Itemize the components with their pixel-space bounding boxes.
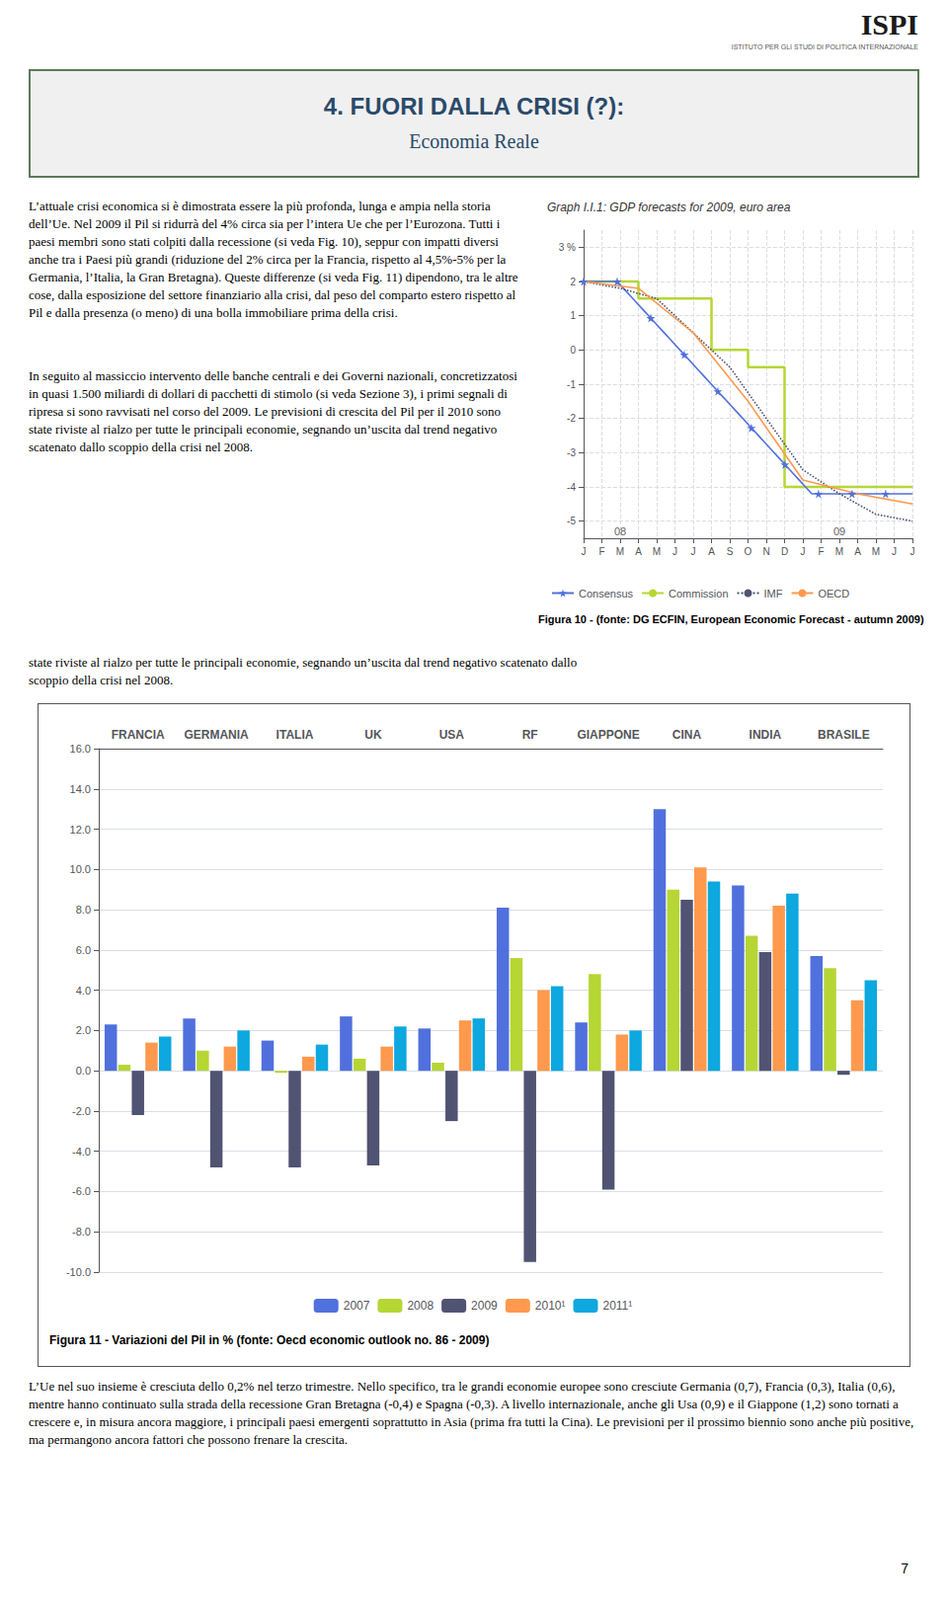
html-text:ISPI: ISPI (860, 7, 919, 41)
svg-text:8.0: 8.0 (76, 903, 91, 916)
svg-text:F: F (598, 546, 605, 557)
svg-text:A: A (634, 546, 642, 557)
svg-text:-10.0: -10.0 (66, 1265, 91, 1278)
svg-text:-6.0: -6.0 (72, 1185, 91, 1197)
svg-text:-8.0: -8.0 (72, 1225, 91, 1238)
html-text:In seguito al massiccio interv: In seguito al massiccio intervento delle… (28, 368, 518, 455)
svg-text:Graph I.I.1: GDP forecasts for: Graph I.I.1: GDP forecasts for 2009, eur… (547, 200, 791, 215)
svg-text:UK: UK (364, 727, 383, 742)
svg-text:2010¹: 2010¹ (535, 1298, 566, 1313)
svg-text:A: A (854, 546, 862, 557)
svg-text:GERMANIA: GERMANIA (183, 727, 249, 742)
svg-text:J: J (691, 546, 697, 557)
svg-text:F: F (817, 546, 824, 557)
svg-text:-3: -3 (566, 447, 576, 459)
svg-text:-1: -1 (566, 379, 576, 391)
svg-text:ITALIA: ITALIA (276, 727, 315, 742)
svg-text:Commission: Commission (668, 587, 729, 600)
svg-text:D: D (781, 546, 789, 557)
svg-text:-4: -4 (566, 481, 576, 493)
svg-text:J: J (800, 546, 806, 557)
svg-text:2008: 2008 (406, 1298, 434, 1313)
svg-text:RF: RF (522, 727, 539, 742)
svg-text:-4.0: -4.0 (72, 1145, 91, 1158)
svg-text:-2.0: -2.0 (72, 1105, 91, 1117)
svg-text:N: N (762, 546, 770, 557)
svg-text:O: O (744, 546, 753, 557)
svg-text:10.0: 10.0 (70, 863, 91, 875)
svg-text:M: M (652, 546, 661, 557)
svg-text:-5: -5 (566, 515, 576, 527)
svg-text:A: A (708, 546, 715, 557)
svg-text:3 %: 3 % (558, 241, 576, 253)
svg-text:0.0: 0.0 (76, 1064, 91, 1077)
svg-text:BRASILE: BRASILE (817, 727, 870, 742)
svg-text:M: M (616, 546, 625, 557)
svg-text:2011¹: 2011¹ (602, 1298, 632, 1313)
html-text:L’Ue nel suo insieme è cresciu: L’Ue nel suo insieme è cresciuta dello 0… (28, 1378, 914, 1447)
html-text:7: 7 (900, 1560, 909, 1577)
svg-text:09: 09 (833, 525, 846, 538)
svg-text:2007: 2007 (343, 1298, 371, 1313)
svg-text:6.0: 6.0 (76, 944, 91, 956)
svg-text:4.0: 4.0 (76, 984, 91, 997)
svg-text:J: J (910, 546, 916, 557)
svg-text:2009: 2009 (471, 1298, 498, 1313)
svg-text:-2: -2 (566, 412, 576, 424)
html-text:4. FUORI DALLA CRISI (?):: 4. FUORI DALLA CRISI (?): (323, 92, 625, 120)
svg-text:S: S (726, 546, 734, 557)
svg-text:2: 2 (569, 276, 576, 288)
svg-text:J: J (581, 546, 587, 557)
html-text:L’attuale crisi economica si è: L’attuale crisi economica si è dimostrat… (28, 198, 519, 320)
svg-text:14.0: 14.0 (70, 783, 91, 795)
html-text:Figura 11 - Variazioni del Pil: Figura 11 - Variazioni del Pil in % (fon… (49, 1333, 490, 1347)
svg-text:Consensus: Consensus (578, 587, 634, 600)
html-text:Economia Reale: Economia Reale (409, 130, 539, 153)
svg-text:OECD: OECD (817, 587, 850, 600)
svg-text:M: M (835, 546, 844, 557)
html-text:state riviste al rialzo per tu: state riviste al rialzo per tutte le pri… (28, 654, 577, 688)
svg-text:IMF: IMF (764, 587, 784, 600)
svg-text:2.0: 2.0 (76, 1024, 91, 1036)
svg-text:M: M (871, 546, 880, 557)
svg-text:12.0: 12.0 (70, 823, 91, 836)
svg-text:J: J (891, 546, 897, 557)
svg-text:0: 0 (569, 344, 576, 356)
svg-text:16.0: 16.0 (70, 742, 91, 755)
svg-text:1: 1 (569, 310, 576, 321)
svg-text:CINA: CINA (672, 727, 703, 742)
svg-text:USA: USA (439, 727, 466, 742)
html-text:Figura 10 - (fonte: DG ECFIN,: Figura 10 - (fonte: DG ECFIN, European E… (538, 613, 924, 626)
svg-text:GIAPPONE: GIAPPONE (576, 727, 639, 742)
svg-text:J: J (672, 546, 678, 557)
svg-text:08: 08 (614, 525, 627, 538)
svg-text:FRANCIA: FRANCIA (111, 727, 165, 742)
html-text:ISTITUTO PER GLI STUDI DI POLI: ISTITUTO PER GLI STUDI DI POLITICA INTER… (731, 43, 919, 51)
svg-text:INDIA: INDIA (749, 727, 783, 742)
